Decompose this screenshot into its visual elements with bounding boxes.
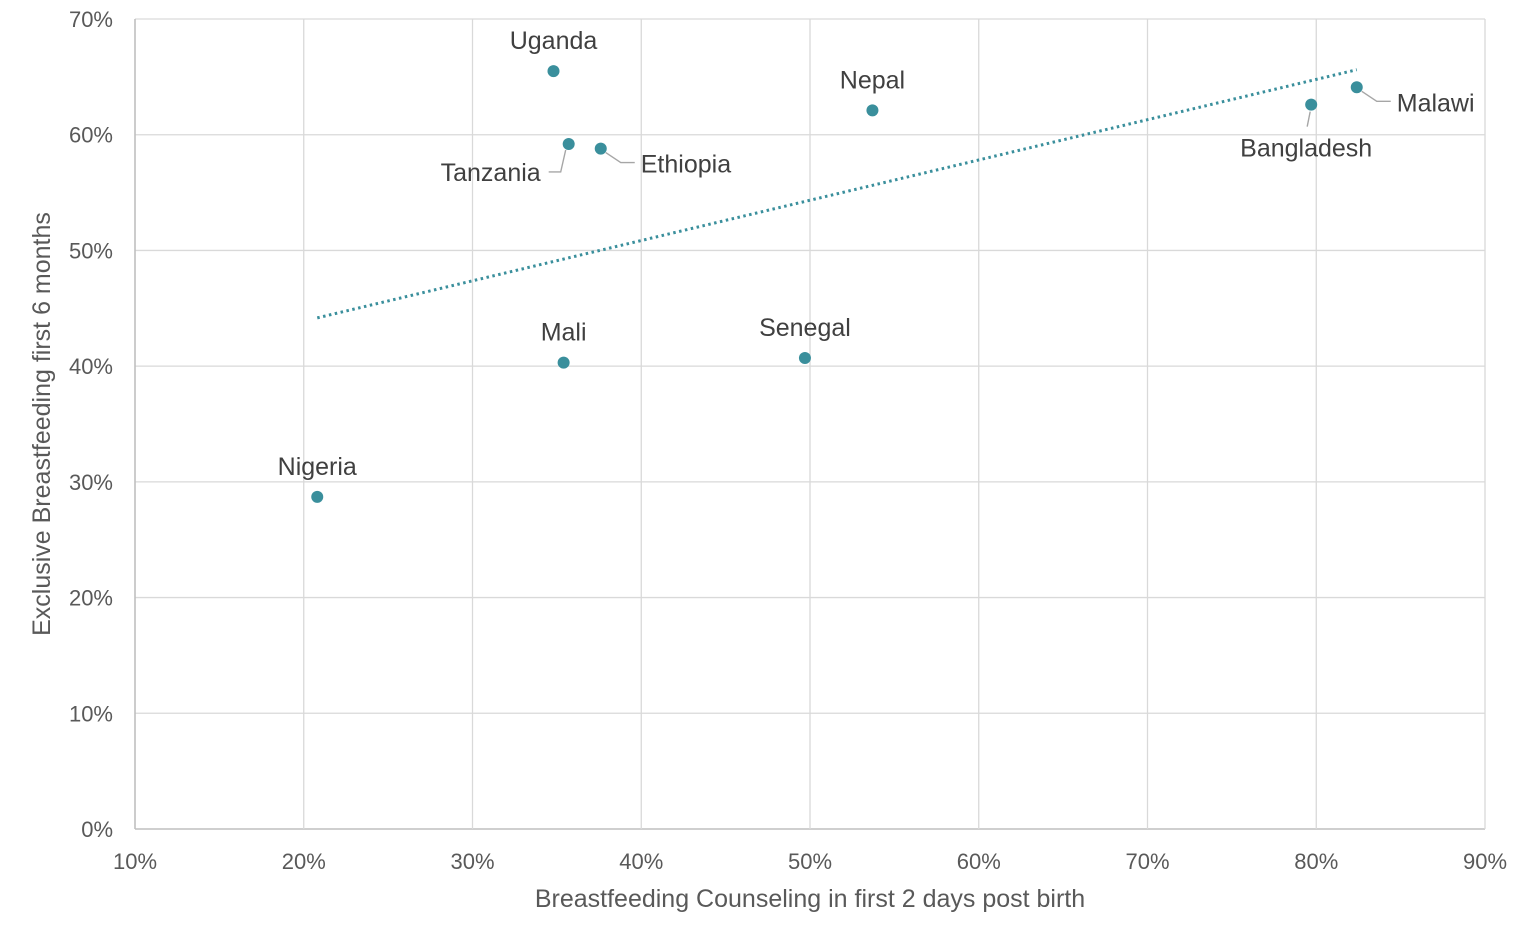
point-label-tanzania: Tanzania: [441, 159, 541, 187]
gridlines: [134, 18, 1486, 830]
y-tick-label: 40%: [69, 354, 113, 379]
leader-line-bangladesh: [1306, 111, 1311, 127]
point-label-nigeria: Nigeria: [278, 453, 357, 481]
leader-line-tanzania: [548, 149, 567, 173]
y-tick-label: 60%: [69, 123, 113, 148]
x-tick-label: 20%: [282, 849, 326, 874]
x-tick-label: 10%: [113, 849, 157, 874]
point-label-mali: Mali: [541, 319, 587, 347]
x-tick-label: 50%: [788, 849, 832, 874]
leader-line-ethiopia: [605, 152, 635, 164]
x-tick-label: 80%: [1294, 849, 1338, 874]
point-nigeria: [311, 490, 324, 503]
point-mali: [557, 356, 570, 369]
trendline: [316, 68, 1358, 320]
x-tick-label: 60%: [957, 849, 1001, 874]
x-tick-label: 70%: [1125, 849, 1169, 874]
point-labels: Uganda Tanzania Ethiopia Nepal Bangladesh Mal…: [278, 27, 1475, 481]
y-tick-label: 20%: [69, 586, 113, 611]
point-label-nepal: Nepal: [840, 66, 905, 94]
data-points: [311, 65, 1363, 503]
y-axis-title: Exclusive Breastfeeding first 6 months: [28, 212, 56, 636]
point-label-bangladesh: Bangladesh: [1240, 135, 1372, 163]
point-nepal: [866, 104, 879, 117]
point-ethiopia: [594, 142, 607, 155]
point-bangladesh: [1305, 98, 1318, 111]
point-label-malawi: Malawi: [1397, 89, 1475, 117]
y-tick-label: 50%: [69, 238, 113, 263]
y-tick-label: 0%: [81, 817, 113, 842]
x-tick-label: 40%: [619, 849, 663, 874]
leader-lines: [548, 90, 1391, 173]
x-tick-label: 30%: [450, 849, 494, 874]
y-tick-label: 10%: [69, 701, 113, 726]
tick-labels: 0%10%20%30%40%50%60%70%10% 20% 30% 40% 50% 60…: [69, 7, 1507, 874]
y-tick-label: 30%: [69, 470, 113, 495]
trendline-layer: [316, 68, 1358, 320]
x-axis-title: Breastfeeding Counseling in first 2 days…: [535, 885, 1085, 913]
point-label-senegal: Senegal: [759, 314, 851, 342]
point-malawi: [1350, 81, 1363, 94]
point-label-ethiopia: Ethiopia: [641, 151, 731, 179]
y-tick-label: 70%: [69, 7, 113, 32]
point-senegal: [798, 352, 811, 365]
point-tanzania: [562, 137, 575, 150]
x-tick-label: 90%: [1463, 849, 1507, 874]
leader-line-malawi: [1361, 90, 1391, 102]
point-uganda: [547, 65, 560, 78]
point-label-uganda: Uganda: [510, 27, 598, 55]
